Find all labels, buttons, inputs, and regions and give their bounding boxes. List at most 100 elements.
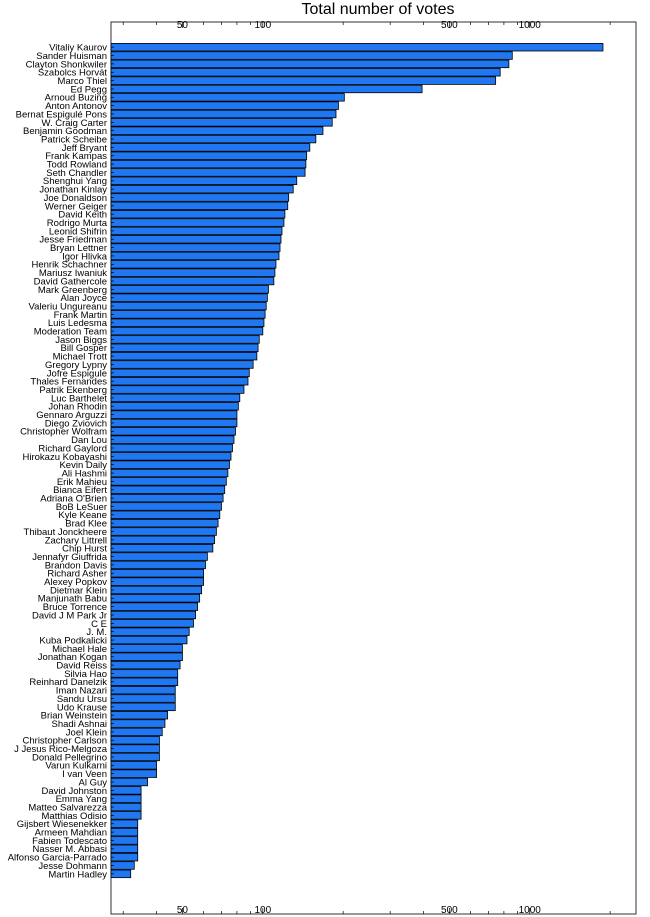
category-label: Luis Ledesma xyxy=(48,318,108,329)
bar xyxy=(110,118,333,127)
bar xyxy=(110,84,423,94)
category-label: Manjunath Babu xyxy=(38,594,107,605)
category-label: Fabien Todescato xyxy=(32,836,107,847)
category-label: Anton Antonov xyxy=(45,101,107,112)
bar xyxy=(110,669,179,678)
category-label: Armeen Mahdian xyxy=(35,828,107,839)
bar xyxy=(110,51,513,60)
bar xyxy=(110,293,268,302)
x-tick-label-top: 1000 xyxy=(519,20,542,31)
bar xyxy=(110,635,188,645)
x-tick-label-top: 100 xyxy=(254,20,271,31)
bar xyxy=(110,660,181,670)
category-label: Michael Trott xyxy=(53,352,108,363)
bar xyxy=(110,351,258,361)
bar xyxy=(110,310,266,319)
category-label: Alfonso Garcia-Parrado xyxy=(8,853,107,864)
bar xyxy=(110,736,160,745)
bar xyxy=(110,134,317,144)
bar xyxy=(110,727,163,737)
category-label: Varun Kulkarni xyxy=(45,761,107,772)
bar xyxy=(110,109,337,119)
bar xyxy=(110,836,139,845)
category-label: I van Veen xyxy=(62,769,107,780)
category-label: Bianca Eifert xyxy=(53,485,107,496)
category-label: Bryan Lettner xyxy=(50,243,107,254)
category-label: Alan Joyce xyxy=(61,293,107,304)
category-label: David Johnston xyxy=(42,786,107,797)
bar xyxy=(110,702,176,712)
category-label: David Reiss xyxy=(56,661,107,672)
category-label: Mariusz Iwaniuk xyxy=(39,268,107,279)
bar xyxy=(110,151,308,160)
bar xyxy=(110,552,208,561)
bar xyxy=(110,844,139,853)
category-label: Moderation Team xyxy=(34,327,107,338)
category-label: Shenghui Yang xyxy=(43,176,107,187)
bar xyxy=(110,126,324,135)
bar xyxy=(110,360,254,369)
category-label: David Keith xyxy=(58,210,107,221)
bar xyxy=(110,560,206,570)
bar xyxy=(110,343,259,352)
category-label: Patrik Ekenberg xyxy=(39,385,107,396)
bar xyxy=(110,201,289,211)
bar xyxy=(110,685,176,695)
category-label: Jeff Bryant xyxy=(62,143,108,154)
category-label: Mark Greenberg xyxy=(38,285,107,296)
category-label: Al Guy xyxy=(78,777,107,788)
bar xyxy=(110,752,160,762)
category-label: Jonathan Kogan xyxy=(38,652,107,663)
category-label: Brian Weinstein xyxy=(41,711,107,722)
category-label: Shadi Ashnai xyxy=(52,719,107,730)
category-label: Christopher Carlson xyxy=(23,736,107,747)
category-label: Nasser M. Abbasi xyxy=(33,844,107,855)
bar xyxy=(110,385,245,394)
category-label: Kevin Daily xyxy=(59,460,107,471)
bar xyxy=(110,268,276,277)
bar xyxy=(110,93,345,102)
category-label: W. Craig Carter xyxy=(42,118,107,129)
category-label: Benjamin Goodman xyxy=(23,126,107,137)
bar xyxy=(110,577,204,586)
category-label: Jesse Friedman xyxy=(39,235,107,246)
bar xyxy=(110,235,282,244)
category-label: Gregory Lypny xyxy=(45,360,107,371)
x-tick-label-bottom: 50 xyxy=(177,905,189,916)
bar xyxy=(110,744,160,753)
category-label: Bruce Torrence xyxy=(43,602,107,613)
bar xyxy=(110,226,283,236)
category-label: Rodrigo Murta xyxy=(47,218,108,229)
axis-ticks: 50 50 100 100 500 500 1000 1000 xyxy=(122,20,611,916)
category-label: Jason Biggs xyxy=(55,335,107,346)
bar xyxy=(110,777,148,787)
category-label: Gennaro Arguzzi xyxy=(36,410,107,421)
category-label: Frank Kampas xyxy=(45,151,107,162)
bar xyxy=(110,594,201,603)
category-label: Hirokazu Kobayashi xyxy=(23,452,108,463)
bar xyxy=(110,184,294,194)
bar xyxy=(110,368,250,378)
category-label: Patrick Scheibe xyxy=(41,134,107,145)
bar xyxy=(110,711,169,720)
x-tick-label-bottom: 100 xyxy=(254,905,271,916)
bar xyxy=(110,677,179,686)
bar xyxy=(110,243,281,252)
bar xyxy=(110,569,204,578)
bar xyxy=(110,493,224,503)
bar xyxy=(110,510,221,519)
category-label: Brad Klee xyxy=(65,519,107,530)
bar xyxy=(110,59,510,69)
category-label: Jofre Espigule xyxy=(47,368,107,379)
x-tick-label-bottom: 500 xyxy=(441,905,458,916)
category-label: Marco Thiel xyxy=(58,76,107,87)
x-tick-label-bottom: 1000 xyxy=(519,905,542,916)
bar xyxy=(110,301,267,311)
category-label: Joe Donaldson xyxy=(44,193,107,204)
category-label: Jonathan Kinlay xyxy=(39,185,107,196)
category-label: Luc Barthelet xyxy=(51,393,107,404)
category-label: BoB LeSuer xyxy=(56,502,107,513)
bar xyxy=(110,452,232,461)
